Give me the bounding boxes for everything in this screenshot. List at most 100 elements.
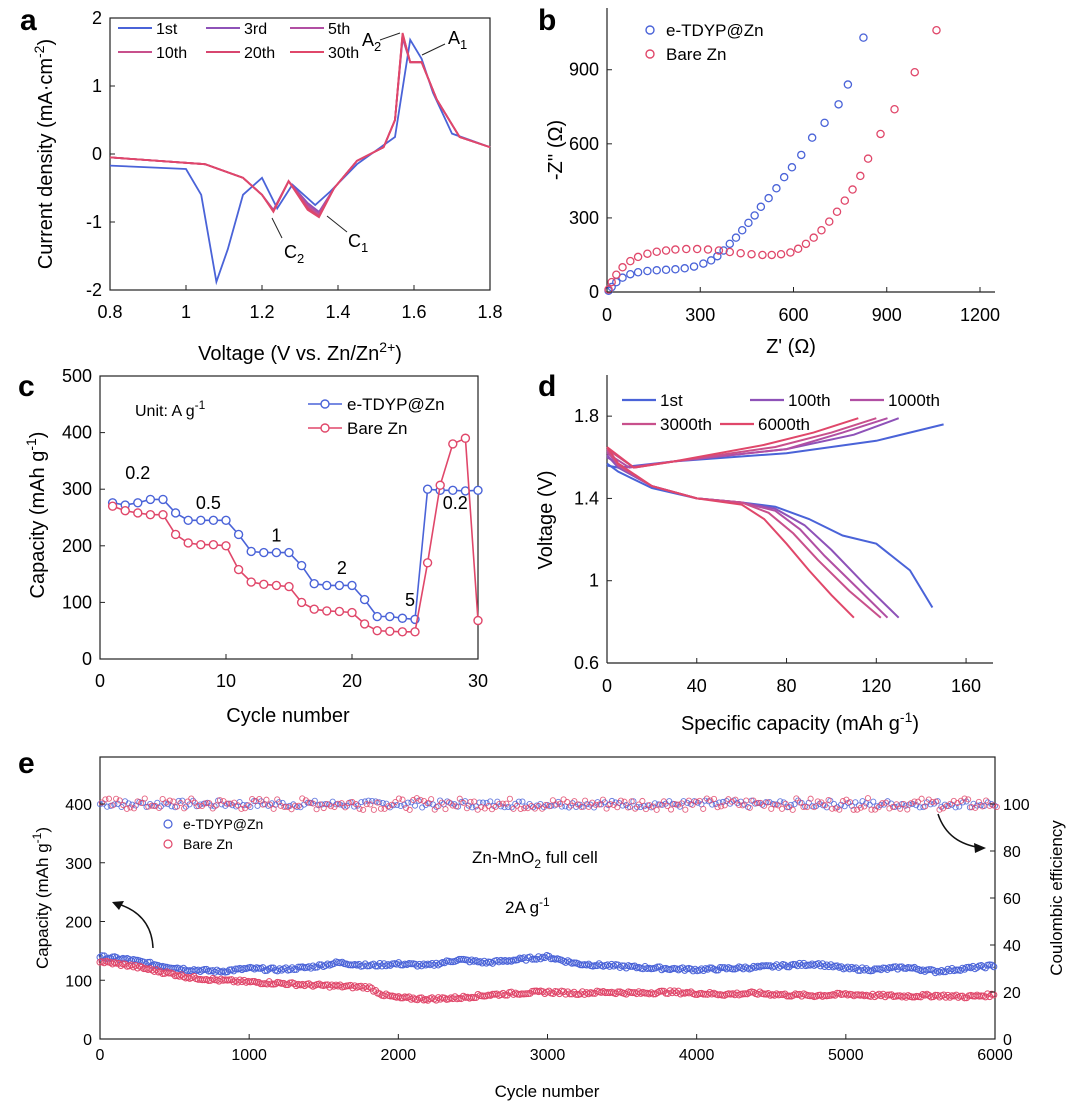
y-tick-label: 0.6 [574, 653, 599, 673]
legend-marker [163, 819, 173, 829]
capacity-point-1 [451, 993, 459, 1001]
ce-point-1 [317, 801, 324, 808]
ce-point-1 [764, 799, 771, 806]
ce-point-1 [632, 805, 639, 812]
capacity-point-0 [606, 962, 614, 970]
capacity-point-1 [240, 976, 248, 984]
ce-point-1 [514, 802, 521, 809]
eis-point-1 [661, 246, 671, 255]
capacity-point-0 [255, 964, 263, 972]
ce-point-0 [501, 804, 508, 811]
legend-label-1st: 1st [660, 391, 683, 410]
eis-point-1 [767, 250, 776, 260]
legend-label: e-TDYP@Zn [666, 21, 764, 40]
ce-point-1 [338, 800, 345, 807]
capacity-point-0 [821, 962, 829, 970]
eis-point-0 [779, 172, 789, 182]
capacity-point-0 [466, 958, 474, 966]
y-tick-label: 0 [83, 1032, 92, 1049]
capacity-point-0 [418, 962, 426, 970]
ce-point-1 [868, 806, 875, 813]
capacity-point-1 [580, 990, 588, 998]
ce-point-1 [506, 795, 513, 802]
ce-point-1 [642, 806, 650, 813]
ce-point-1 [274, 796, 281, 803]
y-tick-label: 1.4 [574, 488, 599, 508]
eis-point-0 [661, 265, 671, 275]
eis-point-0 [756, 202, 766, 212]
capacity-point-0 [944, 965, 952, 973]
annotation-a1-leader [421, 43, 446, 56]
legend-label: Bare Zn [183, 836, 233, 852]
ce-point-1 [202, 800, 209, 807]
ce-point-1 [345, 799, 352, 807]
ce-point-1 [159, 796, 166, 803]
ce-point-1 [929, 799, 936, 806]
ce-point-1 [932, 798, 939, 805]
panel-label-b: b [538, 4, 556, 37]
capacity-point-1 [741, 990, 749, 998]
rate-label: 0.5 [196, 493, 221, 513]
panel-d-series [606, 417, 944, 619]
ce-point-1 [804, 803, 811, 811]
gcd-discharge-1st [606, 462, 934, 609]
ce-point-1 [664, 803, 671, 810]
legend-label: e-TDYP@Zn [347, 395, 445, 414]
capacity-point-1 [175, 972, 183, 980]
ce-point-1 [471, 798, 478, 805]
capacity-point-1 [357, 982, 365, 990]
x-tick-label: 1 [181, 302, 191, 322]
eis-point-1 [832, 207, 842, 216]
x-tick-label: 1200 [960, 305, 1000, 325]
ce-point-1 [850, 806, 857, 813]
ce-point-1 [249, 795, 256, 803]
y-tick-label: 1 [92, 76, 102, 96]
rate-point-1 [296, 597, 307, 608]
eis-point-0 [643, 266, 652, 276]
rate-point-0 [422, 484, 433, 494]
capacity-point-1 [418, 994, 426, 1002]
panel-c-legend: e-TDYP@Zn Bare Zn [308, 395, 445, 438]
ce-point-1 [549, 797, 556, 804]
ce-point-1 [682, 806, 689, 813]
capacity-point-1 [405, 993, 413, 1001]
rate-point-1 [359, 619, 370, 629]
ce-point-1 [693, 798, 700, 805]
legend-label-1st: 1st [156, 21, 178, 38]
y-tick-label: 100 [65, 973, 92, 990]
capacity-point-1 [635, 988, 643, 996]
ce-point-1 [245, 802, 252, 809]
eis-point-1 [863, 154, 873, 163]
eis-point-0 [699, 259, 708, 268]
ce-point-1 [972, 804, 979, 811]
ce-point-1 [320, 804, 327, 812]
ce-point-1 [614, 804, 621, 811]
ce-point-1 [367, 801, 374, 808]
panel-d-ylabel: Voltage (V) [535, 471, 557, 570]
eis-point-0 [750, 211, 759, 220]
ce-point-0 [870, 798, 877, 805]
ce-point-1 [460, 799, 467, 806]
y-tick-label: 300 [62, 479, 92, 499]
capacity-point-1 [253, 978, 261, 986]
capacity-point-0 [363, 962, 371, 970]
eis-point-0 [820, 118, 829, 128]
rate-point-1 [107, 501, 118, 511]
capacity-point-1 [228, 976, 236, 984]
rate-point-0 [296, 560, 307, 571]
capacity-point-0 [883, 965, 891, 973]
rate-point-1 [284, 581, 294, 592]
eis-point-1 [840, 196, 850, 205]
ce-point-1 [377, 805, 385, 812]
capacity-point-1 [148, 966, 156, 974]
rate-point-0 [372, 611, 382, 622]
x-tick-label: 40 [687, 676, 707, 696]
rate-point-0 [259, 547, 269, 558]
ce-point-0 [841, 803, 848, 810]
x-tick-label: 1000 [231, 1047, 267, 1064]
ce-point-1 [288, 806, 295, 813]
capacity-point-0 [430, 961, 438, 969]
ce-point-1 [979, 803, 986, 810]
ce-point-1 [718, 803, 725, 810]
ce-point-1 [499, 800, 506, 807]
